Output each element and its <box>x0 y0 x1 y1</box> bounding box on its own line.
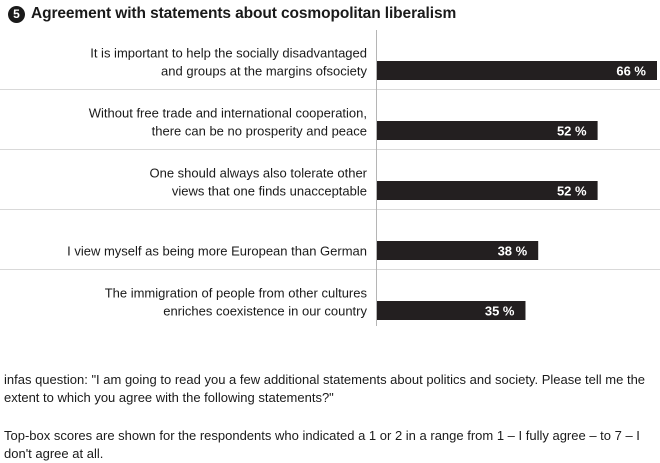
chart-header: 5 Agreement with statements about cosmop… <box>8 4 456 24</box>
category-label: The immigration of people from other cul… <box>105 286 368 301</box>
bar <box>377 121 598 140</box>
bar <box>377 181 598 200</box>
data-label: 38 % <box>498 244 528 259</box>
bar <box>377 241 539 260</box>
category-label: and groups at the margins ofsociety <box>161 64 367 79</box>
category-label: enriches coexistence in our country <box>163 304 367 319</box>
category-label: It is important to help the socially dis… <box>90 46 367 61</box>
bar-chart: 66 % It is important to help the socially… <box>0 30 660 326</box>
category-label: there can be no prosperity and peace <box>152 124 367 139</box>
bar <box>377 61 657 80</box>
category-label: views that one finds unacceptable <box>172 184 367 199</box>
data-label: 52 % <box>557 124 587 139</box>
category-label: I view myself as being more European tha… <box>67 244 367 259</box>
data-label: 35 % <box>485 304 515 319</box>
bar <box>377 301 526 320</box>
chart-title: Agreement with statements about cosmopol… <box>31 5 457 22</box>
score-note: Top-box scores are shown for the respond… <box>4 428 640 461</box>
category-label: One should always also tolerate other <box>149 166 367 181</box>
figure-number-badge: 5 <box>8 5 25 23</box>
data-label: 52 % <box>557 184 587 199</box>
data-label: 66 % <box>616 64 646 79</box>
question-note: infas question: "I am going to read you … <box>4 372 646 405</box>
category-label: Without free trade and international coo… <box>89 106 367 121</box>
